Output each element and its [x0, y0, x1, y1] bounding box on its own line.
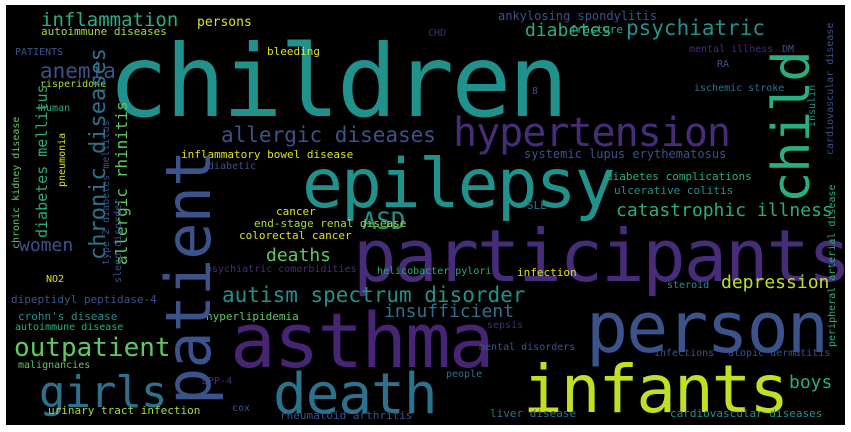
word: sepsis	[487, 320, 524, 331]
word: colorectal cancer	[239, 229, 352, 242]
word: inflammatory bowel disease	[181, 148, 354, 161]
word: boys	[789, 372, 833, 393]
word: diabetic	[208, 161, 257, 172]
word: death	[273, 362, 438, 425]
word: allergic diseases	[221, 123, 436, 147]
word: fracture	[570, 23, 623, 36]
word: 8	[532, 86, 539, 97]
word: diabetes	[525, 20, 612, 41]
word: person	[586, 287, 829, 369]
word: cardiovascular disease	[825, 22, 836, 155]
word: people	[446, 369, 483, 380]
word: insulin	[807, 84, 818, 127]
word: PATIENTS	[15, 47, 64, 58]
word: catastrophic illness	[616, 200, 833, 221]
word: helicobacter pylori	[377, 266, 492, 277]
word: psychiatric comorbidities	[206, 264, 357, 275]
word: depression	[721, 272, 830, 293]
word: anemia	[40, 59, 116, 83]
word: autoimmune disease	[15, 322, 124, 333]
word: NO2	[46, 274, 65, 285]
word: liver disease	[490, 407, 577, 420]
word: end-stage renal disease	[254, 217, 407, 230]
word: ischemic stroke	[694, 83, 785, 94]
word: RA	[717, 59, 730, 70]
word: ulcerative colitis	[614, 184, 734, 197]
word: bleeding	[267, 45, 320, 58]
word: DM	[782, 44, 795, 55]
word: epilepsy	[302, 145, 616, 224]
word: inflammation	[41, 9, 179, 31]
word: risperidone	[40, 79, 107, 90]
word: women	[19, 235, 74, 256]
word: systemic lupus erythematosus	[524, 147, 727, 161]
word: mental disorders	[479, 342, 576, 353]
word: diabetes mellitus	[33, 84, 51, 238]
word: malignancies	[18, 360, 91, 371]
word: type 2 diabetes mellitus	[101, 120, 112, 266]
word: rheumatoid arthritis	[280, 409, 413, 422]
word: patient	[152, 150, 225, 405]
word: sleep disorder	[113, 198, 124, 283]
word: infections	[654, 348, 715, 359]
word: atopic dermatitis	[728, 348, 831, 359]
word: infants	[523, 351, 789, 425]
word: cox	[232, 403, 251, 414]
word: hypertension	[453, 110, 731, 156]
word: children	[108, 23, 569, 140]
word: DPP-4	[202, 376, 233, 387]
word: crohn's disease	[18, 310, 118, 323]
word: pneumonia	[57, 132, 68, 187]
word: girls	[39, 367, 167, 418]
word: outpatient	[14, 333, 171, 363]
word: autoimmune diseases	[41, 25, 167, 38]
word: mental illness	[689, 44, 774, 55]
word: child	[762, 51, 822, 203]
word-cloud: children participants person asthma epil…	[6, 5, 845, 425]
word: persons	[197, 15, 252, 30]
word: steroid	[667, 280, 710, 291]
word: cancer	[276, 205, 316, 218]
word: SLE	[527, 199, 547, 212]
word: deaths	[266, 245, 332, 266]
word: diabetes complications	[606, 170, 752, 183]
word: ASD	[362, 207, 406, 235]
word: participants	[353, 214, 845, 298]
word: chronic kidney disease	[11, 116, 22, 249]
word: psychiatric	[626, 16, 766, 40]
word: human	[40, 103, 71, 114]
word: infection	[517, 266, 577, 279]
word: autism spectrum disorder	[222, 283, 526, 307]
word: hyperlipidemia	[206, 310, 299, 323]
word: ankylosing spondylitis	[498, 9, 657, 23]
word: peripheral arterial disease	[827, 184, 838, 347]
word: asthma	[230, 296, 495, 385]
word: insufficient	[384, 301, 515, 322]
word: CHD	[428, 28, 447, 39]
word: urinary tract infection	[48, 404, 201, 417]
word: dipeptidyl peptidase-4	[11, 293, 157, 306]
word: cardiovascular diseases	[670, 407, 823, 420]
